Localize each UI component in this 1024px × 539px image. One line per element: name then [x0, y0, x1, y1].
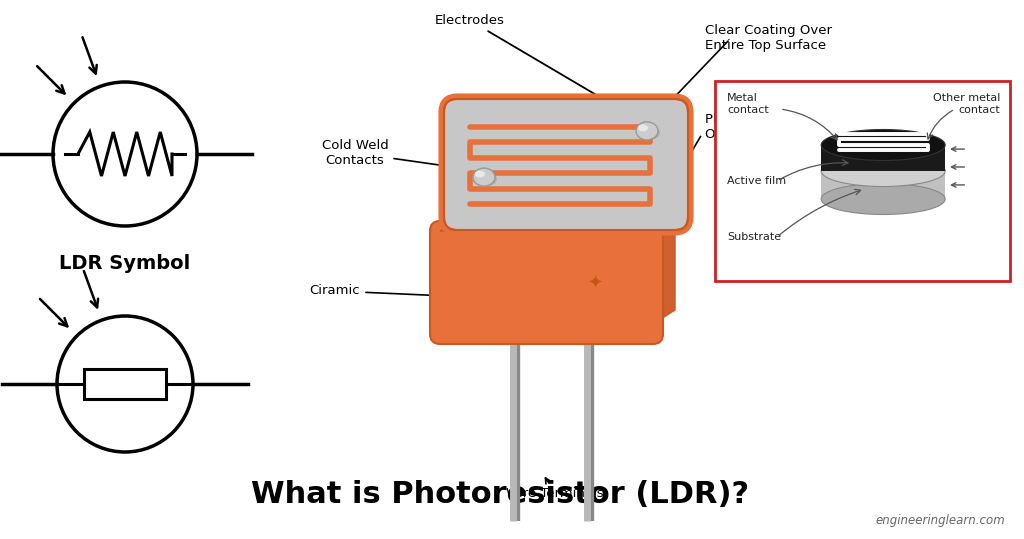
Text: Active film: Active film — [727, 176, 786, 186]
Polygon shape — [440, 217, 675, 231]
Ellipse shape — [821, 129, 945, 161]
Text: Ciramic: Ciramic — [309, 285, 510, 301]
Bar — [821, 171, 945, 199]
Text: ✦: ✦ — [588, 275, 602, 293]
FancyBboxPatch shape — [444, 99, 688, 230]
Text: Other metal
contact: Other metal contact — [933, 93, 1000, 115]
Ellipse shape — [475, 172, 497, 186]
Bar — [821, 145, 945, 171]
Text: Clear Coating Over
Entire Top Surface: Clear Coating Over Entire Top Surface — [705, 24, 831, 52]
Ellipse shape — [473, 168, 495, 186]
Text: Wire Terminals: Wire Terminals — [506, 478, 604, 500]
Ellipse shape — [821, 183, 945, 215]
Text: Photoconductive Material
Over Top Surface: Photoconductive Material Over Top Surfac… — [705, 113, 874, 141]
Ellipse shape — [636, 122, 658, 140]
Ellipse shape — [475, 171, 485, 177]
Text: Substrate: Substrate — [727, 232, 781, 242]
Text: Electrodes: Electrodes — [435, 14, 638, 120]
Text: What is Photoresistor (LDR)?: What is Photoresistor (LDR)? — [251, 480, 750, 509]
Ellipse shape — [821, 155, 945, 186]
Text: engineeringlearn.com: engineeringlearn.com — [876, 514, 1005, 527]
Polygon shape — [653, 217, 675, 324]
Ellipse shape — [638, 125, 648, 132]
Text: Metal
contact: Metal contact — [727, 93, 769, 115]
Ellipse shape — [638, 126, 660, 140]
Bar — [84, 369, 166, 399]
FancyBboxPatch shape — [430, 221, 663, 344]
Text: Cold Weld
Contacts: Cold Weld Contacts — [322, 139, 484, 174]
Text: LDR Symbol: LDR Symbol — [59, 254, 190, 273]
Bar — [715, 81, 1010, 281]
